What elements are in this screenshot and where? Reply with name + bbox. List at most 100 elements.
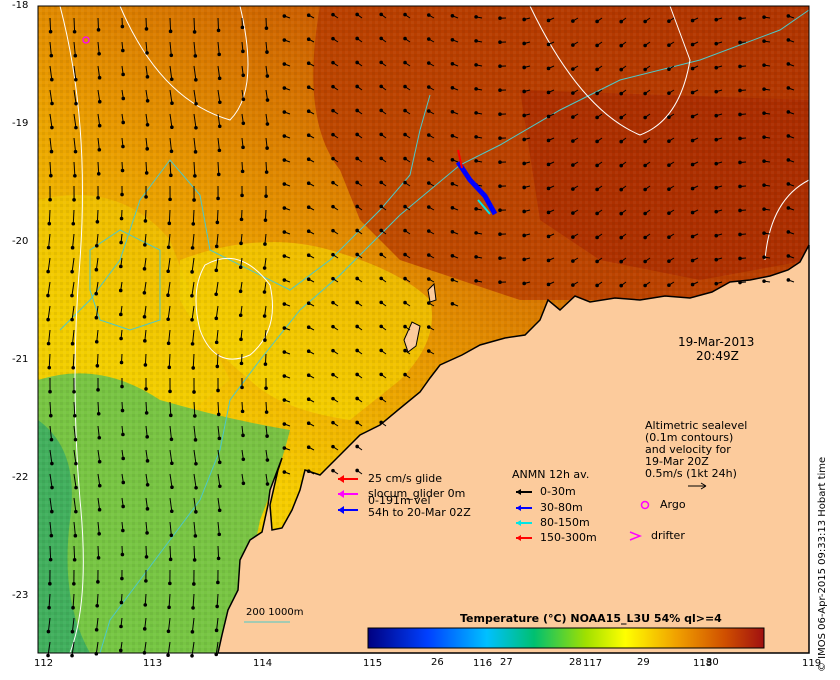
velocity-arrow-head	[474, 87, 478, 91]
velocity-arrow-head	[144, 195, 148, 199]
velocity-arrow-head	[143, 339, 147, 343]
velocity-arrow-head	[379, 276, 383, 281]
velocity-arrow-head	[522, 17, 526, 22]
velocity-arrow	[191, 641, 195, 656]
velocity-arrow	[73, 137, 77, 152]
velocity-arrow-head	[240, 193, 244, 198]
velocity-arrow-head	[142, 267, 147, 271]
velocity-arrow-head	[239, 337, 243, 342]
velocity-arrow-head	[474, 207, 478, 211]
velocity-arrow-head	[48, 389, 52, 394]
velocity-arrow-head	[426, 301, 431, 305]
drifter-label: drifter	[651, 529, 685, 542]
velocity-arrow	[192, 593, 195, 608]
velocity-arrow-head	[690, 66, 695, 71]
velocity-arrow-head	[192, 198, 196, 202]
velocity-arrow-head	[238, 313, 243, 318]
velocity-arrow-head	[170, 485, 174, 490]
velocity-arrow	[191, 617, 195, 632]
velocity-arrow-head	[97, 123, 102, 128]
velocity-arrow	[217, 449, 221, 463]
velocity-arrow-head	[144, 555, 149, 559]
velocity-arrow-head	[619, 139, 623, 144]
velocity-arrow-head	[50, 77, 54, 82]
velocity-arrow-head	[215, 364, 220, 369]
velocity-arrow-head	[214, 316, 219, 321]
velocity-arrow-head	[96, 556, 101, 560]
velocity-arrow	[48, 353, 51, 368]
velocity-arrow-head	[95, 364, 100, 368]
velocity-arrow-head	[265, 482, 270, 486]
velocity-arrow	[145, 41, 148, 53]
velocity-arrow-head	[282, 326, 287, 330]
velocity-arrow-head	[331, 180, 335, 185]
velocity-arrow	[73, 41, 76, 56]
velocity-arrow-head	[264, 194, 268, 198]
velocity-arrow-head	[217, 508, 222, 513]
velocity-arrow-head	[546, 258, 551, 263]
velocity-arrow-head	[97, 459, 102, 464]
velocity-arrow-head	[214, 340, 219, 345]
velocity-arrow-head	[48, 197, 52, 202]
velocity-arrow	[71, 281, 75, 296]
velocity-arrow	[145, 449, 149, 461]
sealevel-note: (0.1m contours)	[645, 431, 734, 444]
velocity-arrow-head	[282, 182, 287, 186]
velocity-arrow-head	[190, 246, 195, 250]
velocity-arrow-head	[426, 13, 431, 17]
velocity-arrow-head	[690, 282, 695, 287]
velocity-arrow-head	[426, 253, 431, 257]
velocity-arrow-head	[215, 604, 219, 609]
velocity-arrow-head	[738, 112, 742, 117]
velocity-arrow	[95, 305, 99, 318]
velocity-arrow	[73, 473, 77, 488]
velocity-arrow-head	[522, 65, 526, 70]
velocity-arrow	[95, 257, 99, 270]
velocity-arrow	[217, 17, 220, 31]
velocity-arrow-head	[265, 434, 269, 438]
velocity-arrow-head	[379, 132, 383, 137]
lat-tick: -23	[12, 590, 29, 601]
lon-tick: 118	[693, 658, 713, 669]
velocity-arrow-head	[714, 17, 719, 22]
velocity-arrow-head	[218, 100, 222, 105]
velocity-arrow	[215, 305, 219, 319]
velocity-arrow-head	[643, 283, 647, 288]
velocity-arrow	[168, 353, 171, 368]
velocity-arrow-head	[403, 276, 407, 281]
anmn-item: 150-300m	[540, 531, 597, 544]
velocity-arrow-head	[403, 204, 407, 209]
island	[403, 321, 421, 353]
velocity-arrow-head	[379, 300, 383, 305]
velocity-arrow-head	[263, 242, 267, 246]
velocity-arrow-head	[216, 172, 221, 177]
velocity-arrow	[191, 305, 195, 320]
velocity-arrow-head	[217, 436, 222, 441]
velocity-arrow	[97, 545, 100, 558]
lon-tick: 112	[34, 658, 54, 669]
velocity-arrow-head	[190, 293, 194, 298]
velocity-arrow	[217, 473, 221, 487]
glider-legend-line: 54h to 20-Mar 02Z	[368, 506, 471, 519]
velocity-arrow-head	[474, 279, 478, 283]
velocity-arrow-head	[263, 338, 267, 342]
velocity-arrow-head	[619, 187, 623, 192]
velocity-arrow-head	[194, 78, 198, 82]
velocity-arrow	[97, 113, 101, 126]
velocity-arrow-head	[119, 336, 123, 341]
velocity-arrow-head	[145, 531, 149, 535]
velocity-arrow	[216, 329, 219, 343]
velocity-arrow-head	[121, 144, 125, 149]
velocity-arrow-head	[426, 205, 431, 209]
velocity-arrow-head	[97, 147, 102, 152]
velocity-arrow-head	[73, 149, 78, 154]
velocity-arrow-head	[690, 234, 695, 239]
velocity-arrow	[167, 257, 171, 272]
velocity-arrow	[217, 497, 221, 511]
velocity-arrow-head	[216, 388, 220, 393]
velocity-arrow-head	[450, 181, 455, 186]
velocity-arrow-head	[379, 324, 383, 329]
velocity-arrow-head	[331, 108, 335, 113]
lat-tick: -20	[12, 236, 29, 247]
velocity-arrow-head	[50, 485, 54, 490]
